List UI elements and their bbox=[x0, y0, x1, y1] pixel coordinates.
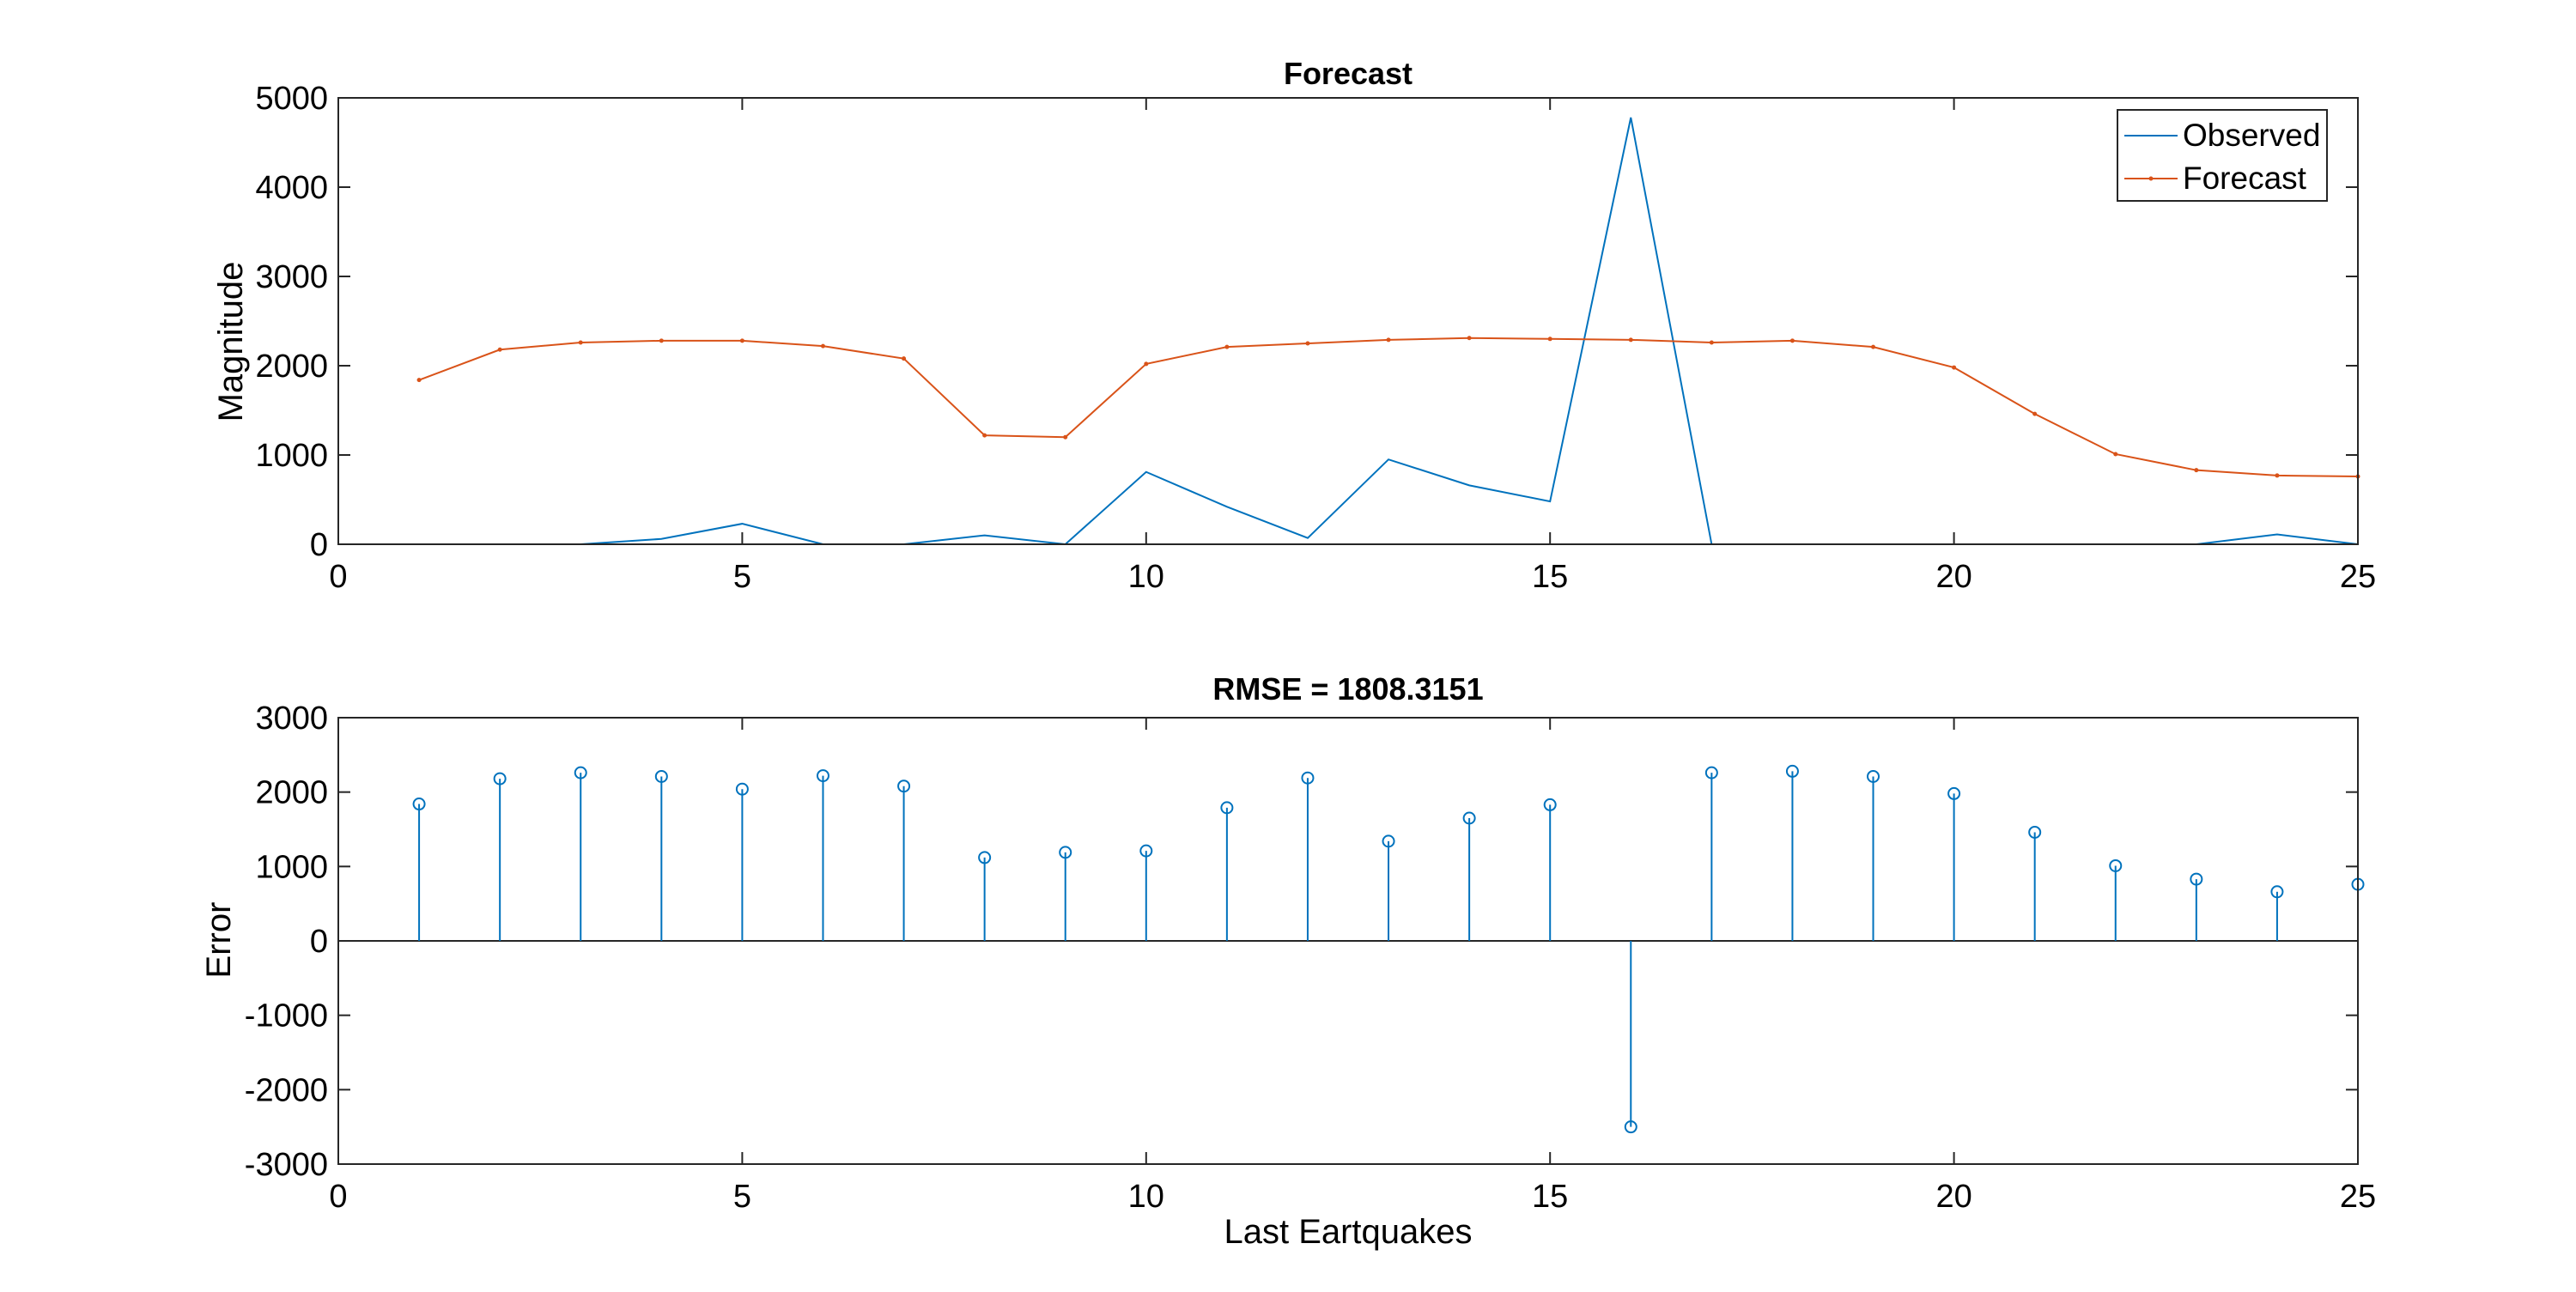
error-stem-marker bbox=[897, 779, 911, 793]
forecast-point bbox=[2113, 452, 2118, 457]
forecast-point bbox=[1144, 361, 1149, 367]
forecast-point bbox=[497, 347, 502, 352]
forecast-point bbox=[2275, 473, 2280, 478]
x-tick-label: 5 bbox=[733, 1179, 751, 1215]
y-tick-label: 2000 bbox=[255, 775, 328, 811]
forecast-point bbox=[902, 356, 907, 361]
forecast-point bbox=[2194, 468, 2199, 473]
series-line-forecast bbox=[418, 337, 2359, 477]
y-tick-label: 1000 bbox=[255, 438, 328, 474]
error-stem-marker bbox=[1462, 811, 1476, 825]
y-tick-label: -1000 bbox=[245, 998, 328, 1034]
x-tick-label: 15 bbox=[1532, 1179, 1568, 1215]
forecast-point bbox=[578, 340, 583, 345]
error-plot-area bbox=[338, 764, 2365, 1134]
error-stem-marker bbox=[1220, 801, 1234, 815]
axes-box bbox=[337, 97, 2359, 545]
error-stem-marker bbox=[1704, 766, 1718, 779]
series-line-observed bbox=[419, 117, 2359, 546]
forecast-point bbox=[2032, 411, 2038, 416]
forecast-point bbox=[1547, 337, 1552, 342]
error-stem-marker bbox=[412, 798, 426, 811]
y-tick-label: 0 bbox=[310, 527, 328, 563]
y-tick-label: -2000 bbox=[245, 1072, 328, 1108]
error-stem-marker bbox=[1301, 771, 1315, 785]
error-stem-marker bbox=[1382, 834, 1395, 848]
forecast-point bbox=[820, 343, 825, 349]
forecast-point bbox=[1789, 338, 1795, 343]
error-stem-marker bbox=[654, 769, 668, 783]
x-tick-label: 15 bbox=[1532, 559, 1568, 595]
error-stem-marker bbox=[2028, 825, 2042, 839]
forecast-point bbox=[1952, 365, 1957, 370]
y-tick-label: 4000 bbox=[255, 170, 328, 206]
error-x-axis-label: Last Eartquakes bbox=[1224, 1213, 1472, 1251]
error-axis-ticks: 0 5 10 15 20 25 -3000 -2000 -1000 0 1000 2000 3000 bbox=[245, 701, 2376, 1215]
legend-box bbox=[2117, 109, 2328, 202]
error-stem-marker bbox=[816, 769, 829, 783]
error-chart-panel: RMSE = 1808.3151 Error Last Eartquakes 0… bbox=[200, 671, 2376, 1251]
y-tick-label: 2000 bbox=[255, 349, 328, 385]
y-tick-label: -3000 bbox=[245, 1147, 328, 1183]
error-stem-marker bbox=[1059, 846, 1072, 859]
forecast-chart-panel: Forecast Magnitude 0 5 10 15 20 25 0 1000 2000 30… bbox=[212, 56, 2376, 595]
legend-forecast-label: Forecast bbox=[2183, 161, 2307, 196]
y-tick-label: 0 bbox=[310, 924, 328, 960]
error-stem-marker bbox=[2109, 858, 2123, 872]
x-tick-label: 25 bbox=[2340, 559, 2376, 595]
forecast-y-axis-label: Magnitude bbox=[212, 262, 250, 422]
x-tick-label: 20 bbox=[1935, 559, 1971, 595]
forecast-point bbox=[982, 433, 987, 438]
error-stem-marker bbox=[1785, 764, 1799, 778]
error-stem-marker bbox=[1139, 844, 1153, 858]
forecast-point bbox=[1063, 434, 1068, 440]
error-stem-marker bbox=[735, 782, 749, 796]
x-tick-label: 0 bbox=[329, 559, 347, 595]
y-tick-label: 1000 bbox=[255, 849, 328, 885]
forecast-point bbox=[659, 338, 664, 343]
forecast-point bbox=[1628, 337, 1633, 343]
y-tick-label: 3000 bbox=[255, 701, 328, 737]
y-tick-label: 3000 bbox=[255, 259, 328, 295]
forecast-point bbox=[1386, 337, 1391, 343]
error-stem-marker bbox=[1543, 798, 1557, 811]
x-tick-label: 20 bbox=[1935, 1179, 1971, 1215]
error-stem-marker bbox=[1947, 786, 1961, 800]
forecast-point bbox=[1467, 336, 1472, 341]
error-stem-marker bbox=[2190, 872, 2203, 886]
legend-observed-label: Observed bbox=[2183, 118, 2320, 153]
forecast-point bbox=[1305, 341, 1310, 346]
error-stem-marker bbox=[574, 766, 587, 779]
y-tick-label: 5000 bbox=[255, 81, 328, 117]
error-stem-marker bbox=[2270, 885, 2284, 899]
error-stem-marker bbox=[493, 772, 507, 786]
error-stem-marker bbox=[1624, 1120, 1637, 1134]
error-chart-title: RMSE = 1808.3151 bbox=[1212, 671, 1483, 707]
forecast-point bbox=[1871, 344, 1876, 349]
x-tick-label: 0 bbox=[329, 1179, 347, 1215]
x-tick-label: 10 bbox=[1128, 1179, 1164, 1215]
x-tick-label: 10 bbox=[1128, 559, 1164, 595]
x-tick-label: 5 bbox=[733, 559, 751, 595]
forecast-chart-title: Forecast bbox=[1284, 56, 1413, 91]
forecast-point bbox=[1709, 340, 1714, 345]
forecast-axis-ticks: 0 5 10 15 20 25 0 1000 2000 3000 4000 5000 bbox=[255, 81, 2376, 595]
legend: Observed Forecast bbox=[2117, 109, 2328, 202]
error-y-axis-label: Error bbox=[200, 902, 238, 979]
error-stem-marker bbox=[978, 851, 992, 864]
forecast-point bbox=[416, 378, 422, 383]
forecast-point bbox=[739, 338, 744, 343]
legend-forecast-marker bbox=[2148, 176, 2154, 181]
x-tick-label: 25 bbox=[2340, 1179, 2376, 1215]
forecast-plot-area bbox=[416, 117, 2360, 546]
error-stem-marker bbox=[1867, 769, 1880, 783]
forecast-point bbox=[1224, 344, 1230, 349]
